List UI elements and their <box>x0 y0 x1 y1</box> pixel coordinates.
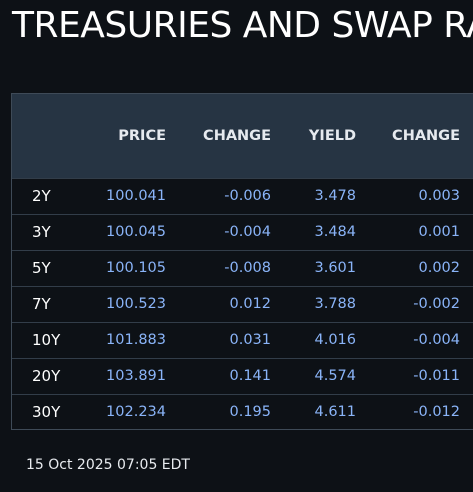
price-change-cell: -0.006 <box>224 188 271 204</box>
price-cell: 102.234 <box>106 404 166 421</box>
yield-change-cell: -0.004 <box>413 332 460 348</box>
column-header-price: PRICE <box>118 127 166 144</box>
table-row: 30Y 102.234 0.195 4.611 -0.012 <box>12 394 473 429</box>
price-change-cell: -0.004 <box>224 224 271 240</box>
column-header-yield-change: CHANGE <box>392 127 460 144</box>
price-cell: 100.523 <box>106 296 166 312</box>
tenor-cell: 20Y <box>32 367 61 385</box>
price-change-cell: 0.012 <box>229 296 271 312</box>
table-row: 10Y 101.883 0.031 4.016 -0.004 <box>12 322 473 358</box>
table-row: 20Y 103.891 0.141 4.574 -0.011 <box>12 358 473 394</box>
yield-cell: 4.016 <box>314 332 356 348</box>
yield-change-cell: -0.011 <box>413 368 460 384</box>
table-header-row: PRICE CHANGE YIELD CHANGE <box>12 94 473 178</box>
yield-cell: 3.478 <box>314 188 356 204</box>
price-change-cell: 0.031 <box>229 332 271 348</box>
tenor-cell: 3Y <box>32 223 51 241</box>
price-cell: 100.045 <box>106 224 166 240</box>
yield-change-cell: 0.003 <box>418 188 460 204</box>
table-row: 2Y 100.041 -0.006 3.478 0.003 <box>12 178 473 214</box>
yield-cell: 3.601 <box>314 260 356 276</box>
rates-table-container: PRICE CHANGE YIELD CHANGE 2Y 100.041 -0.… <box>11 93 473 430</box>
price-cell: 101.883 <box>106 332 166 348</box>
tenor-cell: 7Y <box>32 295 51 313</box>
price-cell: 103.891 <box>106 368 166 384</box>
yield-change-cell: 0.001 <box>418 224 460 240</box>
yield-change-cell: -0.002 <box>413 296 460 312</box>
yield-change-cell: -0.012 <box>413 404 460 421</box>
yield-cell: 4.611 <box>314 404 356 421</box>
table-row: 5Y 100.105 -0.008 3.601 0.002 <box>12 250 473 286</box>
table-row: 3Y 100.045 -0.004 3.484 0.001 <box>12 214 473 250</box>
price-cell: 100.041 <box>106 188 166 204</box>
tenor-cell: 30Y <box>32 403 61 422</box>
rates-table: PRICE CHANGE YIELD CHANGE 2Y 100.041 -0.… <box>12 94 473 429</box>
tenor-cell: 10Y <box>32 331 61 349</box>
yield-change-cell: 0.002 <box>418 260 460 276</box>
price-change-cell: 0.195 <box>229 404 271 421</box>
column-header-tenor <box>12 94 82 178</box>
price-cell: 100.105 <box>106 260 166 276</box>
column-header-yield: YIELD <box>308 127 356 144</box>
price-change-cell: -0.008 <box>224 260 271 276</box>
table-row: 7Y 100.523 0.012 3.788 -0.002 <box>12 286 473 322</box>
page-title: TREASURIES AND SWAP RA <box>12 5 473 46</box>
last-updated-timestamp: 15 Oct 2025 07:05 EDT <box>26 457 190 473</box>
yield-cell: 3.484 <box>314 224 356 240</box>
column-header-price-change: CHANGE <box>203 127 271 144</box>
tenor-cell: 5Y <box>32 259 51 277</box>
price-change-cell: 0.141 <box>229 368 271 384</box>
tenor-cell: 2Y <box>32 187 51 205</box>
yield-cell: 4.574 <box>314 368 356 384</box>
yield-cell: 3.788 <box>314 296 356 312</box>
